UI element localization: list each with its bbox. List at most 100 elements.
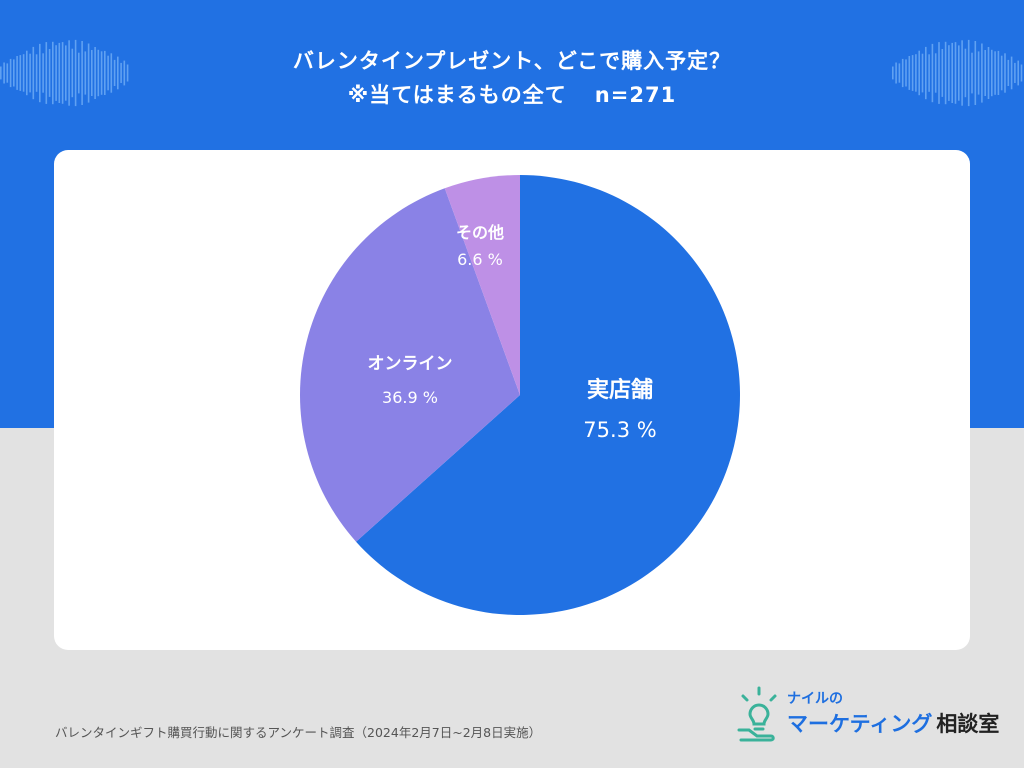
- wave-bar: [977, 51, 980, 95]
- wave-bar: [967, 39, 970, 107]
- chart-title-condition: ※当てはまるもの全て: [347, 83, 567, 107]
- wave-bar: [68, 40, 70, 106]
- wave-bar: [123, 60, 126, 86]
- pie-slice: [300, 188, 520, 542]
- wave-bar: [964, 48, 967, 98]
- wave-bar: [84, 51, 87, 95]
- wave-bar: [895, 62, 897, 84]
- wave-bar: [117, 56, 119, 90]
- brand-logo: ナイルの マーケティング 相談室: [735, 686, 1005, 746]
- slice-value-label: 6.6 %: [457, 250, 503, 269]
- wave-bar: [918, 50, 920, 96]
- wave-bar: [921, 53, 924, 93]
- lightbulb-hand-icon: [737, 686, 777, 742]
- wave-bar: [961, 40, 963, 106]
- wave-bar: [928, 54, 930, 92]
- wave-bar: [94, 47, 96, 99]
- wave-bar: [911, 55, 914, 91]
- wave-bar: [991, 49, 993, 97]
- wave-bar: [29, 53, 31, 93]
- wave-bar: [981, 43, 983, 103]
- wave-bar: [26, 50, 28, 96]
- wave-bar: [931, 43, 934, 103]
- wave-bar: [113, 59, 116, 86]
- wave-bar: [55, 45, 57, 101]
- survey-note: バレンタインギフト購買行動に関するアンケート調査（2024年2月7日~2月8日実…: [55, 725, 542, 740]
- wave-bar: [91, 50, 93, 96]
- sound-wave-right-icon: [892, 39, 1023, 107]
- wave-bar: [1004, 53, 1006, 93]
- chart-title: バレンタインプレゼント、どこで購入予定？ ※当てはまるもの全て n=271: [0, 44, 1024, 112]
- wave-bar: [87, 43, 90, 103]
- chart-card: 実店舗 75.3 % オンライン 36.9 % その他 6.6 %: [54, 150, 970, 650]
- wave-bar: [974, 41, 977, 105]
- wave-bar: [997, 50, 1000, 95]
- wave-bar: [948, 45, 950, 101]
- chart-title-line2: ※当てはまるもの全て n=271: [0, 78, 1024, 112]
- wave-bar: [1010, 56, 1013, 90]
- slice-label: 実店舗: [587, 377, 653, 403]
- wave-bar: [1007, 59, 1010, 86]
- sound-wave-left-icon: [0, 39, 129, 107]
- wave-bar: [19, 55, 22, 91]
- wave-bar: [16, 56, 18, 90]
- wave-bar: [74, 39, 77, 107]
- wave-bar: [81, 41, 83, 105]
- wave-bar: [107, 55, 109, 91]
- wave-bar: [35, 54, 38, 92]
- wave-bar: [944, 41, 947, 105]
- wave-bar: [48, 49, 51, 97]
- wave-bar: [13, 59, 15, 87]
- wave-bar: [52, 41, 54, 105]
- wave-bar: [61, 42, 64, 104]
- wave-bar: [951, 42, 953, 103]
- wave-bar: [987, 47, 990, 99]
- pie-slice: [444, 175, 520, 395]
- wave-bar: [39, 43, 41, 103]
- logo-consultation: 相談室: [936, 712, 1000, 736]
- wave-bar: [58, 42, 61, 103]
- wave-bar: [104, 50, 106, 95]
- wave-bar: [915, 54, 917, 92]
- logo-marketing: マーケティング: [787, 712, 933, 736]
- wave-bar: [954, 42, 957, 104]
- wave-bar: [65, 45, 67, 101]
- wave-bar: [78, 52, 80, 94]
- slice-label: オンライン: [368, 354, 453, 374]
- wave-bar: [898, 63, 901, 83]
- wave-bar: [97, 49, 100, 97]
- pie-slice: [356, 175, 740, 616]
- wave-bar: [934, 53, 937, 93]
- wave-bar: [892, 66, 894, 80]
- wave-bar: [120, 62, 122, 83]
- wave-bar: [126, 64, 129, 82]
- slice-value-label: 75.3 %: [583, 418, 656, 442]
- pie-chart: 実店舗 75.3 % オンライン 36.9 % その他 6.6 %: [300, 175, 740, 616]
- chart-title-line1: バレンタインプレゼント、どこで購入予定？: [292, 49, 732, 73]
- wave-bar: [1017, 60, 1019, 86]
- logo-subtext: ナイルの: [787, 691, 843, 707]
- wave-bar: [6, 63, 9, 83]
- wave-bar: [941, 49, 944, 97]
- wave-bar: [0, 66, 2, 80]
- wave-bar: [1014, 62, 1016, 83]
- slice-label: その他: [456, 223, 504, 242]
- wave-bar: [71, 48, 74, 98]
- wave-bar: [905, 59, 907, 87]
- sample-size: n=271: [594, 83, 677, 107]
- wave-bar: [1000, 55, 1003, 91]
- wave-bar: [971, 52, 973, 94]
- wave-bar: [958, 45, 960, 101]
- logo-main-text: マーケティング 相談室: [787, 708, 999, 738]
- wave-bar: [9, 58, 12, 88]
- wave-bar: [901, 58, 904, 88]
- slice-value-label: 36.9 %: [382, 388, 438, 407]
- wave-bar: [22, 54, 25, 92]
- wave-bar: [100, 51, 103, 95]
- wave-bar: [925, 46, 927, 100]
- wave-bar: [1020, 64, 1023, 82]
- wave-bar: [32, 46, 35, 100]
- wave-bar: [110, 53, 113, 93]
- wave-bar: [984, 50, 986, 96]
- wave-bar: [938, 42, 940, 104]
